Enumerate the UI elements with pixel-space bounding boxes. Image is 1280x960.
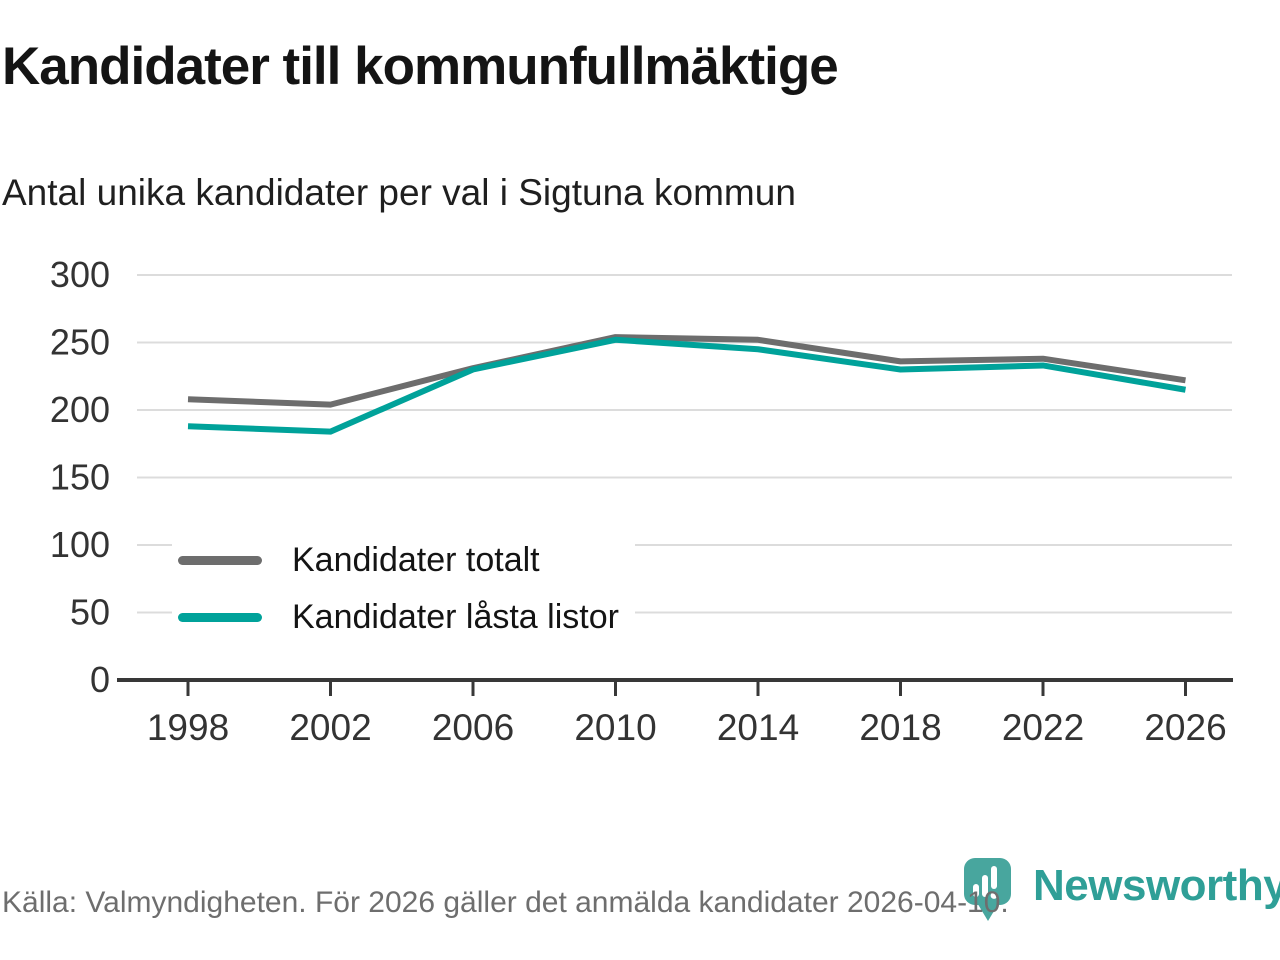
newsworthy-wordmark: Newsworthy bbox=[1033, 861, 1280, 910]
legend-label-total: Kandidater totalt bbox=[292, 541, 540, 579]
y-axis-tick-label: 200 bbox=[50, 389, 110, 430]
source-note: Källa: Valmyndigheten. För 2026 gäller d… bbox=[2, 886, 1009, 919]
newsworthy-logo: Newsworthy bbox=[963, 857, 1280, 923]
y-axis-tick-label: 250 bbox=[50, 322, 110, 363]
legend-label-locked-lists: Kandidater låsta listor bbox=[292, 598, 619, 636]
page-subtitle: Antal unika kandidater per val i Sigtuna… bbox=[2, 172, 796, 213]
legend-swatch-locked-lists bbox=[178, 613, 262, 622]
series-line-0 bbox=[187, 334, 1186, 408]
legend-swatch-total bbox=[178, 556, 262, 565]
newsworthy-pin-icon bbox=[964, 858, 1011, 921]
chart-legend: Kandidater totalt Kandidater låsta listo… bbox=[172, 530, 635, 650]
y-axis-tick-label: 300 bbox=[50, 254, 110, 295]
series-line-1 bbox=[187, 336, 1187, 435]
page-title: Kandidater till kommunfullmäktige bbox=[2, 37, 839, 96]
x-axis-tick-label: 2014 bbox=[717, 707, 799, 748]
legend-item-total: Kandidater totalt bbox=[178, 532, 619, 589]
y-axis-tick-label: 100 bbox=[50, 524, 110, 565]
legend-item-locked-lists: Kandidater låsta listor bbox=[178, 589, 619, 646]
x-axis-tick-label: 2026 bbox=[1144, 707, 1226, 748]
x-axis-tick-label: 2022 bbox=[1002, 707, 1084, 748]
x-axis-tick-label: 2006 bbox=[432, 707, 514, 748]
y-axis-tick-label: 150 bbox=[50, 457, 110, 498]
x-axis-tick-label: 2002 bbox=[289, 707, 371, 748]
x-axis-tick-label: 2018 bbox=[859, 707, 941, 748]
x-axis-tick-label: 1998 bbox=[147, 707, 229, 748]
y-axis-tick-label: 0 bbox=[90, 659, 110, 700]
x-axis-tick-label: 2010 bbox=[574, 707, 656, 748]
y-axis-tick-label: 50 bbox=[70, 592, 110, 633]
